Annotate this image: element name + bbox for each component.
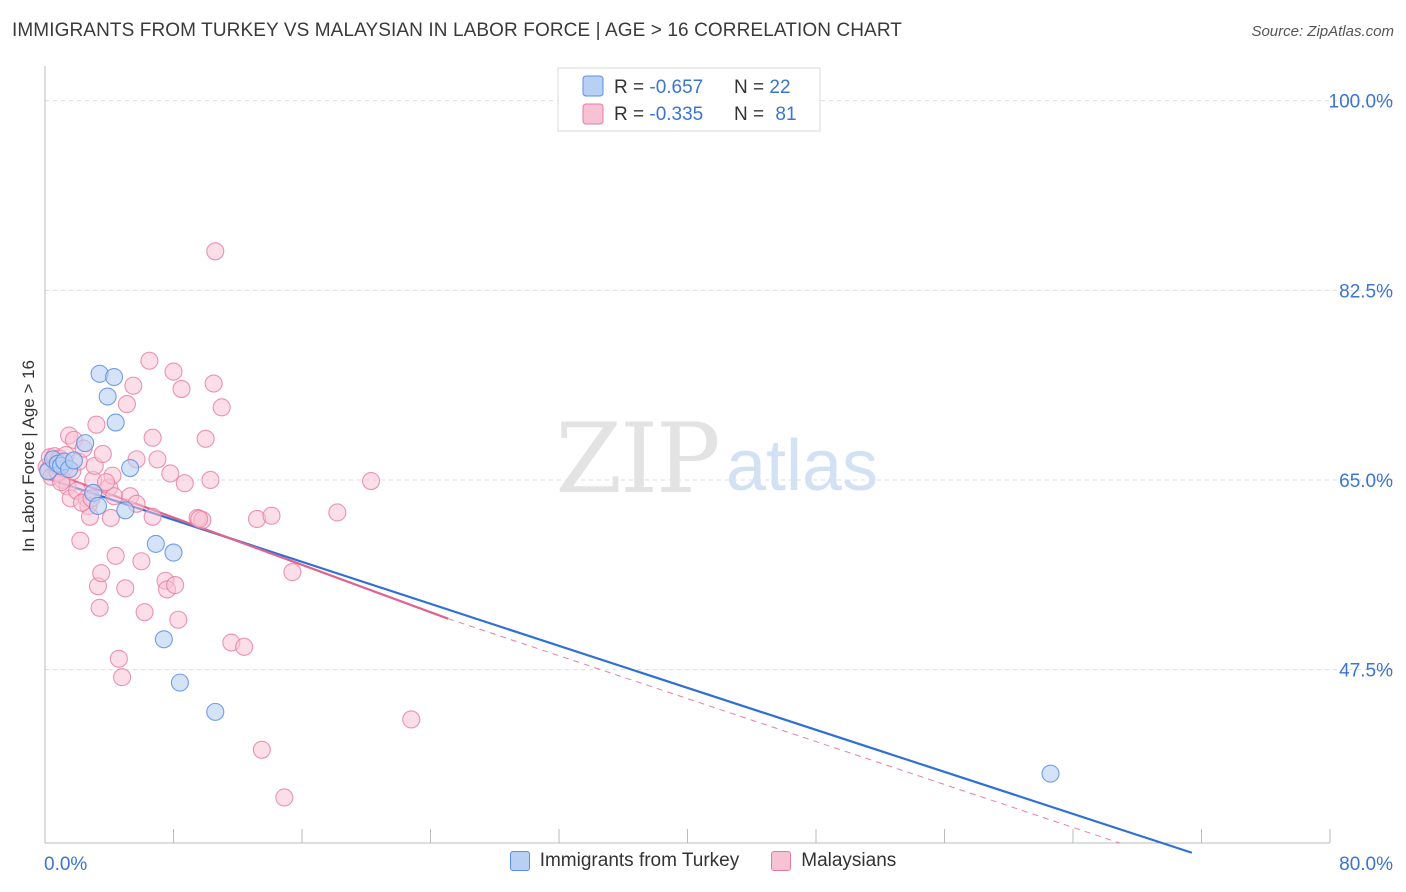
turkey-point-6 [64, 451, 83, 470]
malaysians-point-44 [132, 552, 151, 571]
trend-lines [44, 469, 1193, 854]
malaysians-point-62 [206, 242, 225, 261]
malaysians-point-63 [212, 398, 231, 417]
malaysians-point-53 [166, 576, 185, 595]
turkey-point-13 [106, 413, 125, 432]
malaysians-point-33 [101, 508, 120, 527]
malaysians-point-30 [92, 564, 111, 583]
malaysians-point-20 [71, 531, 90, 550]
legend-n-label-2: N = [734, 104, 769, 125]
turkey-point-21 [1041, 764, 1060, 783]
legend-label-turkey: Immigrants from Turkey [539, 850, 740, 871]
x-tick-label-end: 80.0% [1339, 854, 1393, 875]
malaysians-point-29 [90, 598, 109, 617]
legend-n-label-1: N = [734, 77, 769, 98]
turkey-point-18 [164, 543, 183, 562]
malaysians-point-61 [204, 374, 223, 393]
malaysians-point-36 [106, 546, 125, 565]
turkey-point-15 [121, 458, 140, 478]
y-tick-labels: 47.5% 65.0% 82.5% 100.0% [1329, 92, 1394, 682]
legend-n-value-1: 22 [769, 77, 790, 98]
svg-text:R = -0.657: R = -0.657 [614, 77, 703, 98]
watermark: ZIP atlas [555, 403, 878, 515]
legend-r-label-2: R = [614, 104, 649, 125]
turkey-point-7 [76, 434, 95, 453]
malaysians-point-55 [172, 379, 191, 398]
gridlines [45, 100, 1394, 671]
legend-item-malaysians[interactable]: Malaysians [771, 850, 896, 872]
turkey-point-17 [154, 630, 173, 649]
legend-r-value-2: -0.335 [649, 104, 703, 125]
watermark-zip: ZIP [555, 403, 718, 515]
source-label: Source: ZipAtlas.com [1251, 23, 1394, 40]
malaysians-point-54 [169, 610, 188, 629]
malaysians-point-60 [201, 470, 220, 490]
turkey-point-11 [98, 387, 117, 406]
watermark-atlas: atlas [726, 426, 878, 506]
malaysians-point-31 [93, 444, 112, 464]
legend-r-value-1: -0.657 [649, 77, 703, 98]
malaysians-points [37, 242, 421, 807]
malaysians-point-71 [328, 503, 347, 522]
legend-label-malaysians: Malaysians [801, 850, 897, 871]
malaysians-point-70 [283, 563, 302, 582]
x-tick-label-start: 0.0% [44, 854, 87, 875]
malaysians-point-56 [175, 474, 194, 493]
malaysians-point-45 [135, 603, 154, 622]
malaysians-point-73 [402, 710, 421, 729]
turkey-point-12 [105, 367, 124, 387]
malaysians-point-72 [362, 471, 381, 491]
turkey-point-19 [170, 673, 189, 692]
turkey-point-14 [116, 501, 135, 520]
x-tick-labels: 0.0% 80.0% [44, 854, 1393, 875]
legend-r-label-1: R = [614, 77, 649, 98]
malaysians-point-59 [196, 429, 215, 448]
malaysians-point-65 [235, 637, 254, 656]
malaysians-point-47 [143, 428, 162, 447]
svg-text:R = -0.335: R = -0.335 [614, 104, 703, 125]
legend-swatch-malaysians [771, 851, 792, 871]
legend-blue-swatch [582, 75, 604, 97]
malaysians-point-39 [116, 579, 135, 598]
malaysians-point-38 [113, 668, 132, 687]
legend-item-turkey[interactable]: Immigrants from Turkey [509, 850, 740, 872]
malaysians-point-68 [262, 506, 281, 525]
malaysians-point-69 [275, 788, 294, 807]
malaysians-point-37 [109, 649, 128, 668]
turkey-point-16 [146, 534, 165, 553]
y-tick-label-2: 82.5% [1339, 281, 1393, 302]
malaysians-point-42 [124, 376, 143, 395]
malaysians-point-52 [164, 362, 183, 381]
chart-title: IMMIGRANTS FROM TURKEY VS MALAYSIAN IN L… [12, 20, 902, 41]
malaysians-point-76 [96, 473, 116, 492]
malaysians-point-46 [140, 351, 159, 370]
malaysians-trend-extension [448, 618, 1120, 844]
legend-top: R = -0.657 N = 22 R = -0.335 N = 81 [557, 67, 821, 132]
malaysians-point-27 [87, 415, 106, 434]
malaysians-point-78 [143, 507, 162, 526]
y-tick-label-0: 47.5% [1339, 661, 1393, 682]
svg-text:N = 81: N = 81 [734, 104, 797, 125]
legend-pink-swatch [582, 103, 604, 125]
malaysians-point-67 [252, 740, 271, 759]
turkey-point-20 [206, 702, 225, 721]
legend-n-value-2: 81 [775, 104, 796, 125]
malaysians-point-51 [161, 464, 180, 483]
legend-bottom: Immigrants from Turkey Malaysians [0, 850, 1406, 872]
turkey-points [39, 364, 1060, 783]
malaysians-point-40 [117, 395, 136, 414]
malaysians-point-79 [190, 509, 209, 529]
turkey-point-9 [88, 496, 108, 516]
y-axis-label: In Labor Force | Age > 16 [19, 360, 38, 552]
malaysians-point-48 [148, 450, 167, 469]
y-tick-label-3: 100.0% [1329, 92, 1394, 113]
legend-swatch-turkey [509, 851, 530, 871]
svg-text:N = 22: N = 22 [734, 77, 791, 98]
y-tick-label-1: 65.0% [1339, 471, 1393, 492]
